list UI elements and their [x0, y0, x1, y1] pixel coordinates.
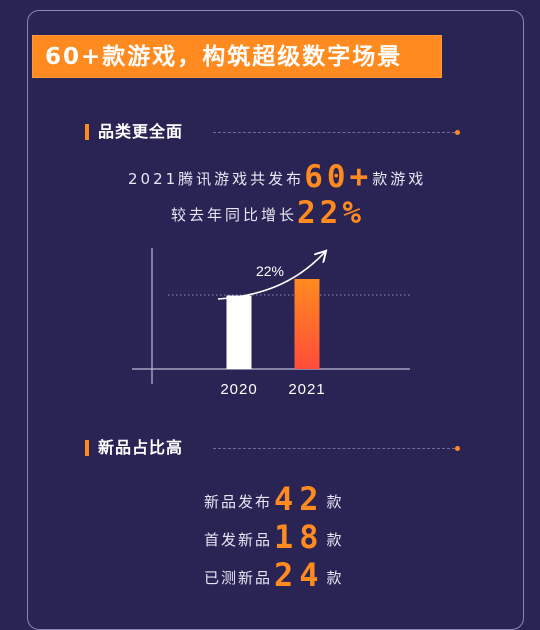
stat-label: 新品发布	[204, 493, 273, 511]
headline-text-post: 款游戏	[372, 170, 427, 188]
stat-unit: 款	[326, 569, 344, 587]
growth-arrow	[217, 252, 325, 300]
headline-number: 60+	[304, 159, 373, 195]
section-title-new-games: 新品占比高	[98, 438, 184, 457]
stat-label: 首发新品	[204, 531, 273, 549]
stat-label: 已测新品	[204, 569, 273, 587]
section-title-category: 品类更全面	[98, 122, 184, 141]
bar-2021	[294, 279, 320, 369]
headline-games-released: 2021腾讯游戏共发布60+款游戏	[128, 159, 426, 195]
stat-value: 18	[274, 518, 325, 556]
bar-2020	[226, 295, 252, 369]
section-marker	[85, 440, 89, 456]
stat-row-debut-releases: 首发新品18 款	[204, 518, 344, 556]
headline-growth: 较去年同比增长22%	[171, 195, 365, 231]
stat-row-tested-releases: 已测新品24 款	[204, 556, 344, 594]
section-divider	[213, 132, 455, 133]
stat-value: 24	[274, 556, 325, 594]
stat-row-new-releases: 新品发布42 款	[204, 480, 344, 518]
section-divider	[213, 448, 455, 449]
x-tick-label-2020: 2020	[220, 381, 257, 398]
divider-dot	[455, 130, 460, 135]
stat-value: 42	[274, 480, 325, 518]
divider-dot	[455, 446, 460, 451]
bar-chart: 22% 2020 2021	[132, 248, 410, 398]
headline-text-pre: 2021腾讯游戏共发布	[128, 170, 305, 188]
x-tick-label-2021: 2021	[288, 381, 325, 398]
stat-unit: 款	[326, 493, 344, 511]
growth-text-pre: 较去年同比增长	[171, 206, 298, 224]
stat-unit: 款	[326, 531, 344, 549]
section-marker	[85, 124, 89, 140]
growth-number: 22%	[297, 195, 366, 231]
banner-title: 60+款游戏，构筑超级数字场景	[45, 44, 403, 70]
title-banner	[33, 36, 441, 77]
growth-annotation: 22%	[256, 263, 284, 279]
